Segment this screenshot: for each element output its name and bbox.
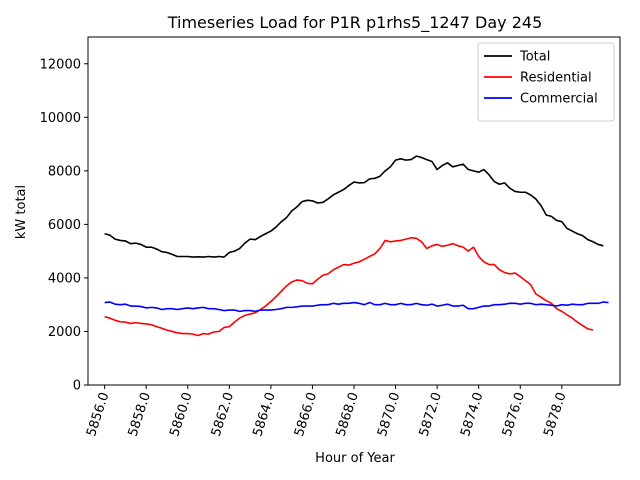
chart-title: Timeseries Load for P1R p1rhs5_1247 Day …: [167, 13, 543, 33]
legend-label-total: Total: [519, 50, 550, 65]
legend-box: [477, 42, 615, 122]
series-line-residential: [104, 236, 594, 337]
series-line-total: [104, 155, 604, 258]
y-tick-label: 2000: [48, 325, 81, 340]
y-tick-label: 10000: [40, 111, 81, 126]
series-lines: [104, 155, 609, 337]
y-tick-label: 8000: [48, 164, 81, 179]
series-line-commercial: [104, 301, 609, 313]
legend: Total Residential Commercial: [477, 42, 615, 122]
y-tick-label: 12000: [40, 57, 81, 72]
legend-label-commercial: Commercial: [520, 92, 598, 107]
y-axis-title: kW total: [14, 185, 29, 239]
x-axis-title: Hour of Year: [315, 451, 395, 466]
y-tick-label: 0: [73, 379, 81, 394]
legend-label-residential: Residential: [520, 71, 592, 86]
y-axis: 0 2000 4000 6000 8000 10000 12000: [40, 57, 88, 394]
y-tick-label: 6000: [48, 218, 81, 233]
axes-frame: [87, 36, 621, 386]
y-tick-label: 4000: [48, 271, 81, 286]
